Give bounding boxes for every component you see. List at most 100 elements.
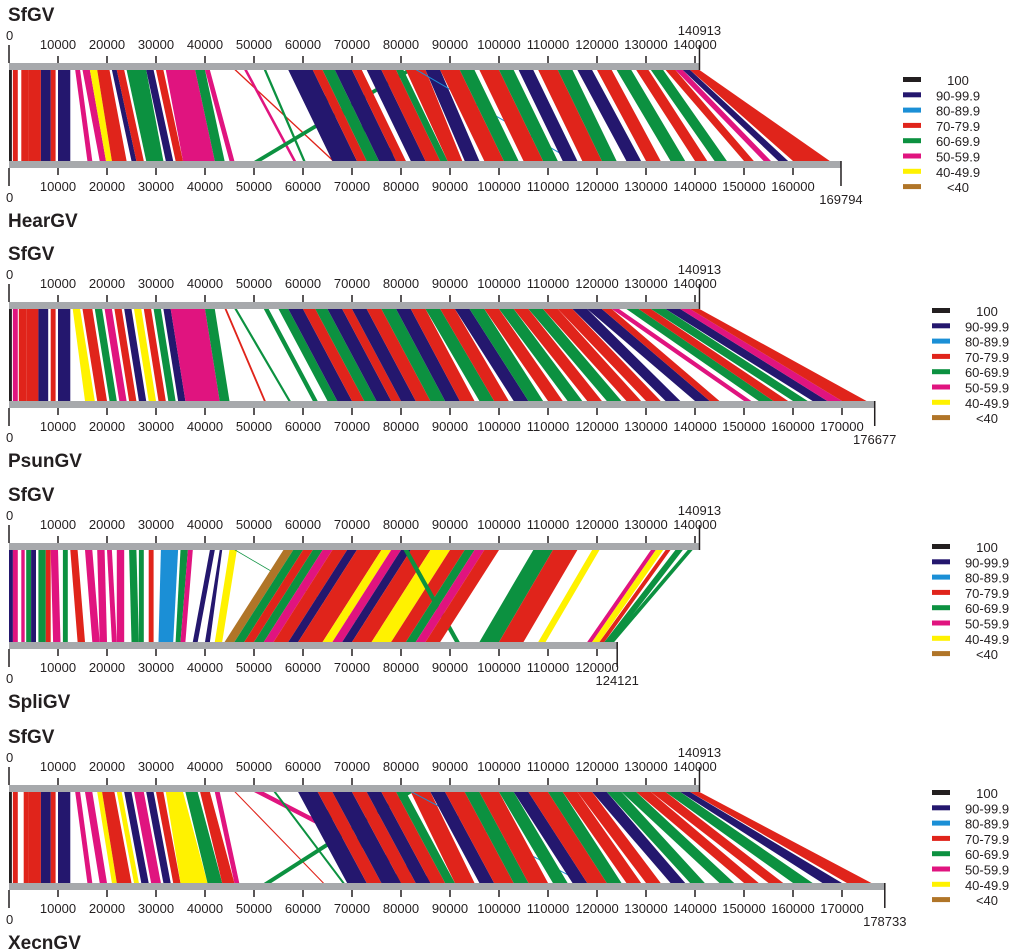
bottom-tick-label: 80000 xyxy=(383,660,419,675)
alignment-band xyxy=(342,309,401,401)
alignment-band xyxy=(263,550,333,642)
alignment-band xyxy=(254,550,323,642)
legend-swatch xyxy=(932,415,950,421)
top-tick-label: 40000 xyxy=(187,759,223,774)
legend-swatch xyxy=(903,168,921,174)
legend-swatch xyxy=(932,338,950,344)
alignment-band xyxy=(40,70,51,161)
alignment-band xyxy=(425,550,499,642)
alignment-band xyxy=(352,550,431,642)
alignment-band xyxy=(528,309,622,401)
alignment-band xyxy=(158,550,179,642)
legend-label: 100 xyxy=(976,540,998,555)
alignment-band xyxy=(134,792,161,883)
legend-label: 70-79.9 xyxy=(965,586,1009,601)
legend-label: 100 xyxy=(947,73,969,88)
bottom-tick-label: 120000 xyxy=(575,419,618,434)
bottom-end-label: 178733 xyxy=(863,914,906,929)
alignment-band xyxy=(396,309,460,401)
bottom-tick-label: 90000 xyxy=(432,660,468,675)
legend-label: <40 xyxy=(947,180,969,195)
panel-0: 0 10000 20000 30000 40000 50000 60000 70000 8000… xyxy=(6,5,980,232)
top-tick-label: 70000 xyxy=(334,37,370,52)
top-tick-label: 100000 xyxy=(477,276,520,291)
alignment-band xyxy=(690,70,830,161)
legend-label: 60-69.9 xyxy=(965,601,1009,616)
bottom-tick-label: 140000 xyxy=(673,901,716,916)
alignment-band xyxy=(146,792,171,883)
alignment-band xyxy=(366,309,431,401)
bottom-tick-label: 100000 xyxy=(477,901,520,916)
alignment-band xyxy=(205,309,230,401)
bottom-tick-label: 0 xyxy=(6,671,13,686)
alignment-band xyxy=(129,550,139,642)
bottom-tick-label: 20000 xyxy=(89,901,125,916)
alignment-band xyxy=(445,792,514,883)
alignment-band xyxy=(12,792,18,883)
legend-swatch xyxy=(932,384,950,390)
bottom-tick-label: 120000 xyxy=(575,179,618,194)
top-genome-name: SfGV xyxy=(8,727,55,748)
bottom-tick-label: 110000 xyxy=(527,179,569,194)
bottom-genome-bar xyxy=(9,642,618,649)
alignment-band xyxy=(31,550,36,642)
alignment-band xyxy=(518,70,578,161)
alignment-band xyxy=(28,70,41,161)
alignment-band xyxy=(156,792,181,883)
alignment-band xyxy=(97,70,127,161)
alignment-band xyxy=(85,792,107,883)
bottom-tick-label: 100000 xyxy=(477,419,520,434)
panel-1: 0 10000 20000 30000 40000 50000 60000 70000 8000… xyxy=(6,244,1009,472)
alignment-band xyxy=(609,550,693,642)
bottom-tick-label: 160000 xyxy=(771,419,814,434)
top-tick-label: 140000 xyxy=(673,517,716,532)
alignment-band xyxy=(148,550,154,642)
top-tick-label: 40000 xyxy=(187,37,223,52)
alignment-band xyxy=(9,309,12,401)
top-genome-bar xyxy=(9,302,700,309)
legend-swatch xyxy=(932,881,950,887)
alignment-band xyxy=(134,309,156,401)
bottom-tick-label: 150000 xyxy=(722,179,765,194)
bottom-genome-name: XecnGV xyxy=(8,933,81,951)
alignment-band xyxy=(21,550,25,642)
alignment-band xyxy=(327,309,392,401)
top-tick-label: 0 xyxy=(6,508,13,523)
legend-swatch xyxy=(932,790,950,795)
alignment-band xyxy=(469,309,544,401)
panel-3: 0 10000 20000 30000 40000 50000 60000 70000 8000… xyxy=(6,727,1009,951)
alignment-band xyxy=(680,309,842,401)
alignment-band xyxy=(543,309,642,401)
legend-label: 90-99.9 xyxy=(965,555,1009,570)
alignment-band xyxy=(163,309,186,401)
alignment-band xyxy=(114,309,137,401)
alignment-band xyxy=(273,550,348,642)
bottom-end-label: 176677 xyxy=(853,432,896,447)
top-tick-label: 90000 xyxy=(432,37,468,52)
legend: 10090-99.980-89.970-79.960-69.950-59.940… xyxy=(903,73,980,195)
legend-swatch xyxy=(932,651,950,657)
alignment-band xyxy=(224,550,294,642)
alignment-band xyxy=(97,550,107,642)
alignment-band xyxy=(577,70,642,161)
top-tick-label: 20000 xyxy=(89,759,125,774)
alignment-band xyxy=(234,550,303,642)
alignment-band xyxy=(224,309,266,401)
legend-swatch xyxy=(932,851,950,857)
top-genome-name: SfGV xyxy=(8,485,55,506)
alignment-band xyxy=(9,550,13,642)
bottom-tick-label: 70000 xyxy=(334,179,370,194)
bottom-tick-label: 50000 xyxy=(236,660,272,675)
alignment-band xyxy=(665,70,754,161)
alignment-band xyxy=(26,309,39,401)
legend-label: 100 xyxy=(976,786,998,801)
alignment-band xyxy=(592,550,664,642)
top-tick-label: 0 xyxy=(6,267,13,282)
alignment-band xyxy=(58,309,71,401)
alignment-band xyxy=(111,70,137,161)
top-tick-label: 110000 xyxy=(527,759,569,774)
top-tick-label: 120000 xyxy=(575,276,618,291)
alignment-band xyxy=(82,309,107,401)
alignment-band xyxy=(205,550,223,642)
alignment-band xyxy=(690,792,872,883)
